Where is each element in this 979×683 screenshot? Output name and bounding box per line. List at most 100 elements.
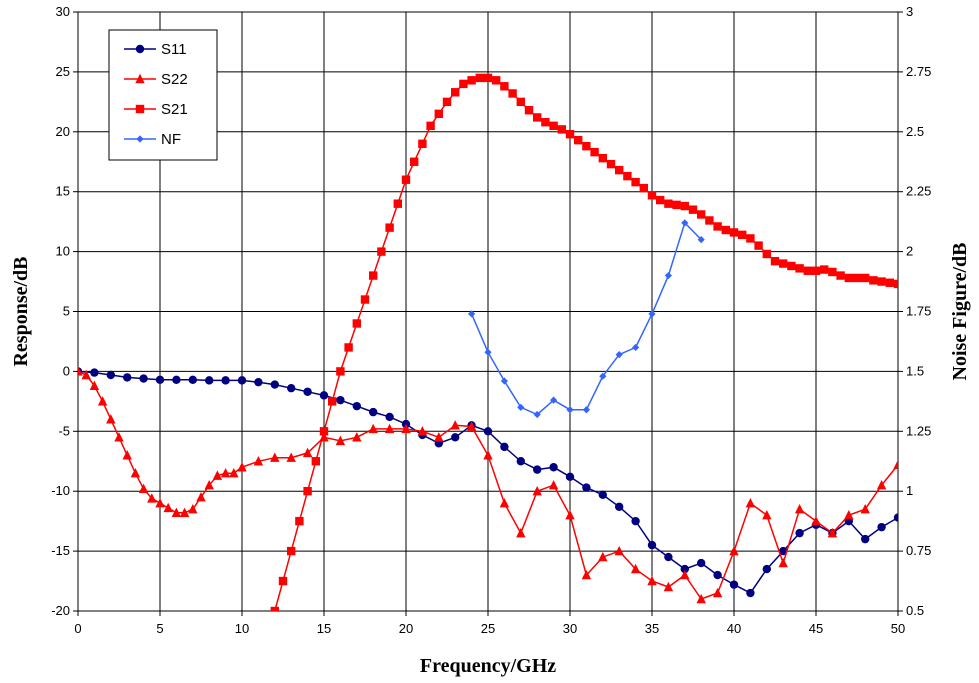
- legend-marker: [135, 104, 145, 114]
- data-point-s22: [565, 509, 575, 520]
- data-point-s22: [647, 575, 657, 586]
- y2-axis-label: Noise Figure/dB: [949, 243, 971, 381]
- x-tick-label: 20: [399, 621, 413, 636]
- data-point-s11: [221, 376, 230, 385]
- data-point-s21: [606, 159, 616, 169]
- data-point-s21: [295, 516, 304, 526]
- data-point-nf: [517, 403, 525, 411]
- y2-tick-label: 0.5: [906, 603, 924, 618]
- data-point-s21: [869, 276, 878, 285]
- y-tick-label: 20: [56, 124, 70, 139]
- data-point-s11: [369, 407, 378, 417]
- data-point-s21: [861, 273, 870, 283]
- data-point-s21: [541, 118, 550, 127]
- data-point-s11: [336, 395, 345, 405]
- data-point-s22: [598, 551, 608, 562]
- data-point-nf: [566, 406, 574, 414]
- data-point-s21: [590, 147, 599, 157]
- data-point-s21: [434, 109, 443, 119]
- data-point-s22: [204, 480, 214, 490]
- data-point-s22: [893, 459, 898, 470]
- legend-marker: [135, 44, 145, 54]
- data-point-s22: [106, 414, 116, 424]
- data-point-s21: [287, 546, 296, 556]
- x-tick-label: 40: [727, 621, 741, 636]
- data-point-s21: [336, 367, 345, 376]
- y-tick-label: -15: [51, 543, 70, 558]
- data-point-s11: [500, 442, 509, 452]
- data-point-s21: [885, 278, 894, 287]
- data-point-s22: [729, 545, 739, 556]
- data-point-s11: [451, 433, 460, 442]
- data-point-s22: [466, 421, 477, 431]
- data-point-s21: [549, 121, 558, 131]
- data-point-s11: [565, 472, 575, 482]
- data-point-s21: [582, 141, 591, 151]
- data-point-s21: [762, 249, 771, 259]
- data-point-nf: [632, 343, 640, 352]
- data-point-s11: [352, 401, 361, 411]
- data-point-s21: [615, 165, 624, 175]
- data-point-s21: [385, 223, 394, 232]
- data-point-s21: [401, 175, 411, 184]
- data-point-s21: [360, 295, 370, 304]
- data-point-s21: [311, 457, 320, 466]
- data-point-s22: [237, 462, 247, 472]
- data-point-s11: [549, 463, 558, 472]
- data-point-s11: [615, 502, 624, 511]
- data-point-s11: [582, 483, 591, 492]
- data-point-s21: [836, 271, 845, 280]
- data-point-s21: [787, 261, 796, 271]
- data-point-s11: [188, 375, 197, 384]
- data-point-s21: [664, 199, 673, 208]
- data-point-s22: [581, 569, 592, 580]
- data-point-s22: [778, 557, 788, 568]
- data-point-s21: [524, 106, 534, 115]
- data-point-s21: [565, 129, 575, 139]
- data-point-nf: [697, 236, 705, 244]
- data-point-s11: [861, 534, 870, 544]
- data-point-s21: [639, 183, 648, 193]
- data-point-s22: [253, 456, 264, 466]
- data-point-s22: [188, 503, 198, 514]
- data-point-s11: [106, 370, 116, 380]
- legend-item-s11: S11: [124, 41, 187, 58]
- data-point-s22: [745, 497, 756, 508]
- data-point-nf: [550, 396, 558, 404]
- data-point-s21: [656, 195, 665, 205]
- data-point-s22: [286, 452, 296, 462]
- data-point-s11: [139, 374, 148, 383]
- x-tick-label: 30: [563, 621, 577, 636]
- data-point-s22: [229, 468, 239, 478]
- data-point-s11: [385, 412, 394, 422]
- y-axis-label: Response/dB: [10, 256, 32, 366]
- data-point-s22: [696, 593, 706, 604]
- data-point-s11: [647, 540, 657, 550]
- x-tick-label: 15: [317, 621, 331, 636]
- data-point-s21: [721, 225, 730, 235]
- data-point-s22: [212, 470, 223, 480]
- legend-label: S11: [161, 41, 187, 58]
- data-point-s22: [876, 480, 887, 490]
- data-point-s21: [647, 191, 657, 200]
- data-point-s21: [820, 265, 829, 274]
- legend-marker: [135, 73, 145, 84]
- data-point-s22: [78, 366, 83, 376]
- data-point-s21: [319, 427, 329, 436]
- y-tick-label: 5: [63, 304, 70, 319]
- data-point-s21: [738, 230, 747, 240]
- y2-tick-label: 2: [906, 244, 913, 259]
- data-point-s11: [483, 427, 493, 436]
- x-tick-label: 0: [74, 621, 81, 636]
- data-point-s11: [631, 516, 640, 526]
- data-point-s22: [368, 423, 378, 434]
- data-point-s21: [680, 201, 689, 211]
- x-axis-label: Frequency/GHz: [420, 655, 556, 677]
- data-point-s21: [451, 88, 460, 97]
- data-point-s21: [352, 319, 361, 328]
- data-point-s22: [179, 507, 190, 517]
- data-point-s21: [475, 73, 484, 83]
- data-point-s21: [533, 113, 542, 122]
- data-point-s22: [81, 369, 91, 380]
- y-tick-label: 15: [56, 184, 70, 199]
